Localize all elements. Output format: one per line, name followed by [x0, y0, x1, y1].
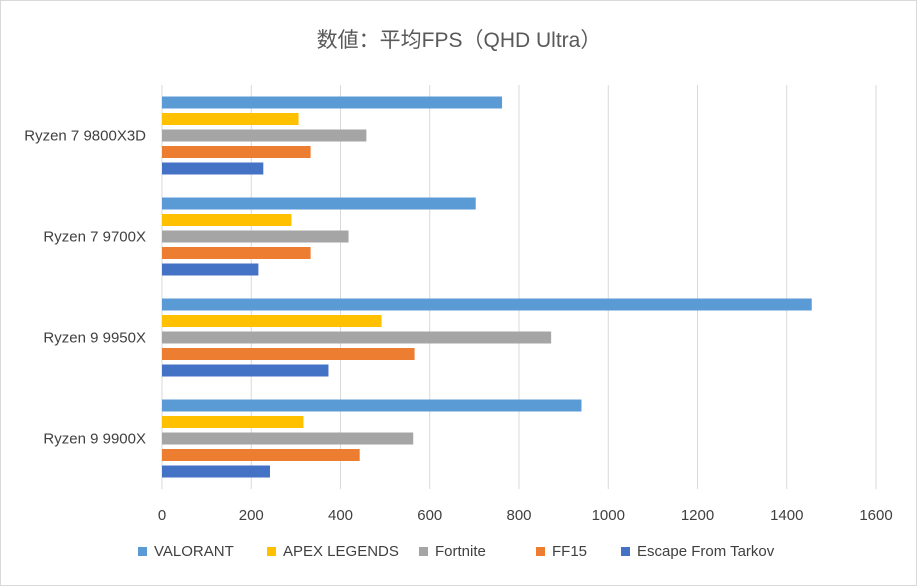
bar: [162, 465, 270, 478]
legend-swatch: [419, 547, 428, 556]
x-tick-label: 200: [239, 507, 264, 524]
legend-swatch: [138, 547, 147, 556]
x-tick-label: 1400: [770, 507, 803, 524]
bar: [162, 247, 311, 259]
legend-label: FF15: [552, 543, 587, 560]
bar: [162, 263, 259, 276]
bar: [162, 416, 304, 428]
legend-label: VALORANT: [154, 543, 234, 560]
bar: [162, 146, 311, 158]
category-label: Ryzen 9 9900X: [43, 431, 146, 448]
x-tick-label: 1600: [859, 507, 892, 524]
legend-item: FF15: [536, 543, 587, 560]
category-label: Ryzen 7 9700X: [43, 229, 146, 246]
bar: [162, 214, 292, 226]
x-tick-label: 1200: [681, 507, 714, 524]
legend-swatch: [621, 547, 630, 556]
legend-item: Fortnite: [419, 543, 486, 560]
legend-item: VALORANT: [138, 543, 234, 560]
legend-label: Escape From Tarkov: [637, 543, 775, 560]
bar: [162, 449, 360, 461]
legend-swatch: [267, 547, 276, 556]
bar: [162, 96, 503, 109]
bar: [162, 348, 415, 360]
bar: [162, 364, 329, 377]
category-label: Ryzen 9 9950X: [43, 330, 146, 347]
bars: [162, 96, 812, 478]
bar: [162, 230, 349, 243]
legend-item: Escape From Tarkov: [621, 543, 775, 560]
bar: [162, 399, 582, 412]
legend-item: APEX LEGENDS: [267, 543, 399, 560]
legend: VALORANT APEX LEGENDS Fortnite FF15 Escape F…: [138, 543, 775, 560]
bar: [162, 197, 476, 210]
bar: [162, 331, 552, 344]
x-axis-ticks: 0 200 400 600 800 1000 1200 1400 1600: [158, 507, 893, 524]
category-label: Ryzen 7 9800X3D: [24, 128, 146, 145]
bar: [162, 129, 367, 142]
category-labels: Ryzen 7 9800X3D Ryzen 7 9700X Ryzen 9 9950…: [24, 128, 146, 448]
bar: [162, 298, 812, 311]
bar: [162, 113, 299, 125]
legend-label: APEX LEGENDS: [283, 543, 399, 560]
x-tick-label: 600: [417, 507, 442, 524]
legend-label: Fortnite: [435, 543, 486, 560]
x-tick-label: 1000: [592, 507, 625, 524]
x-tick-label: 800: [506, 507, 531, 524]
legend-swatch: [536, 547, 545, 556]
bar: [162, 162, 264, 175]
bar: [162, 432, 414, 445]
x-tick-label: 400: [328, 507, 353, 524]
chart-title: 数値：平均FPS（QHD Ultra）: [317, 29, 602, 52]
bar: [162, 315, 382, 327]
gridlines: [161, 85, 877, 489]
x-tick-label: 0: [158, 507, 166, 524]
